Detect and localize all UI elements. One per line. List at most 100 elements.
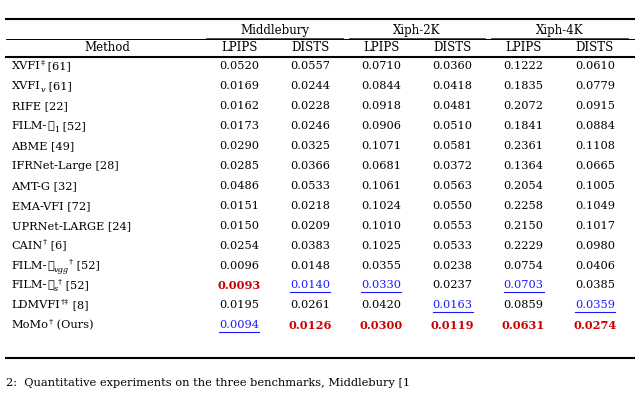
Text: 0.0209: 0.0209 xyxy=(291,221,330,231)
Text: 0.0420: 0.0420 xyxy=(362,300,401,310)
Text: 0.0094: 0.0094 xyxy=(219,320,259,330)
Text: 0.0093: 0.0093 xyxy=(218,280,260,291)
Text: ℒ: ℒ xyxy=(47,121,54,131)
Text: †: † xyxy=(69,257,73,265)
Text: 0.0246: 0.0246 xyxy=(291,121,330,131)
Text: Method: Method xyxy=(84,41,131,54)
Text: [61]: [61] xyxy=(44,61,71,71)
Text: 0.0163: 0.0163 xyxy=(433,300,472,310)
Text: 0.0510: 0.0510 xyxy=(433,121,472,131)
Text: 0.0150: 0.0150 xyxy=(219,221,259,231)
Text: LPIPS: LPIPS xyxy=(363,41,399,54)
Text: †: † xyxy=(43,238,47,246)
Text: 0.0237: 0.0237 xyxy=(433,280,472,290)
Text: 0.0359: 0.0359 xyxy=(575,300,615,310)
Text: 0.0325: 0.0325 xyxy=(291,141,330,151)
Text: 0.0563: 0.0563 xyxy=(433,181,472,191)
Text: 0.0140: 0.0140 xyxy=(291,280,330,290)
Text: 0.0290: 0.0290 xyxy=(219,141,259,151)
Text: 0.0096: 0.0096 xyxy=(219,261,259,271)
Text: †: † xyxy=(58,277,62,286)
Text: 0.0884: 0.0884 xyxy=(575,121,615,131)
Text: [61]: [61] xyxy=(45,81,72,91)
Text: RIFE [22]: RIFE [22] xyxy=(12,101,67,111)
Text: Middlebury: Middlebury xyxy=(240,24,309,36)
Text: 0.0703: 0.0703 xyxy=(504,280,544,290)
Text: LDMVFI: LDMVFI xyxy=(12,300,60,310)
Text: 0.1049: 0.1049 xyxy=(575,201,615,211)
Text: 0.0228: 0.0228 xyxy=(291,101,330,111)
Text: EMA-VFI [72]: EMA-VFI [72] xyxy=(12,201,90,211)
Text: vgg: vgg xyxy=(54,265,69,273)
Text: 0.0406: 0.0406 xyxy=(575,261,615,271)
Text: 0.2150: 0.2150 xyxy=(504,221,544,231)
Text: 0.1017: 0.1017 xyxy=(575,221,615,231)
Text: DISTS: DISTS xyxy=(291,41,330,54)
Text: 0.0366: 0.0366 xyxy=(291,161,330,171)
Text: 0.0553: 0.0553 xyxy=(433,221,472,231)
Text: [6]: [6] xyxy=(47,241,67,251)
Text: DISTS: DISTS xyxy=(433,41,472,54)
Text: DISTS: DISTS xyxy=(576,41,614,54)
Text: 0.0261: 0.0261 xyxy=(291,300,330,310)
Text: Xiph-2K: Xiph-2K xyxy=(393,24,441,36)
Text: FILM-: FILM- xyxy=(12,261,47,271)
Text: AMT-G [32]: AMT-G [32] xyxy=(12,181,77,191)
Text: 0.1364: 0.1364 xyxy=(504,161,544,171)
Text: †‡: †‡ xyxy=(60,298,68,306)
Text: IFRNet-Large [28]: IFRNet-Large [28] xyxy=(12,161,118,171)
Text: 0.2258: 0.2258 xyxy=(504,201,544,211)
Text: 0.1222: 0.1222 xyxy=(504,61,544,71)
Text: 0.0486: 0.0486 xyxy=(219,181,259,191)
Text: 0.2229: 0.2229 xyxy=(504,241,544,251)
Text: †: † xyxy=(49,317,52,325)
Text: XVFI: XVFI xyxy=(12,81,40,91)
Text: 0.0244: 0.0244 xyxy=(291,81,330,91)
Text: ‡: ‡ xyxy=(40,59,44,67)
Text: 0.0906: 0.0906 xyxy=(362,121,401,131)
Text: 0.1025: 0.1025 xyxy=(362,241,401,251)
Text: 0.0581: 0.0581 xyxy=(433,141,472,151)
Text: [52]: [52] xyxy=(73,261,100,271)
Text: FILM-: FILM- xyxy=(12,121,47,131)
Text: 0.0274: 0.0274 xyxy=(573,320,616,331)
Text: 0.1005: 0.1005 xyxy=(575,181,615,191)
Text: 1: 1 xyxy=(54,126,59,134)
Text: 0.0355: 0.0355 xyxy=(362,261,401,271)
Text: 0.1061: 0.1061 xyxy=(362,181,401,191)
Text: s: s xyxy=(54,286,58,294)
Text: 0.1024: 0.1024 xyxy=(362,201,401,211)
Text: ℒ: ℒ xyxy=(47,280,54,290)
Text: 0.0383: 0.0383 xyxy=(291,241,330,251)
Text: 0.0119: 0.0119 xyxy=(431,320,474,331)
Text: 0.0550: 0.0550 xyxy=(433,201,472,211)
Text: 0.0330: 0.0330 xyxy=(362,280,401,290)
Text: 0.1835: 0.1835 xyxy=(504,81,544,91)
Text: LPIPS: LPIPS xyxy=(221,41,257,54)
Text: 0.0859: 0.0859 xyxy=(504,300,544,310)
Text: 0.0481: 0.0481 xyxy=(433,101,472,111)
Text: 0.0162: 0.0162 xyxy=(219,101,259,111)
Text: 0.0844: 0.0844 xyxy=(362,81,401,91)
Text: UPRNet-LARGE [24]: UPRNet-LARGE [24] xyxy=(12,221,131,231)
Text: 0.0169: 0.0169 xyxy=(219,81,259,91)
Text: 0.0520: 0.0520 xyxy=(219,61,259,71)
Text: 0.2072: 0.2072 xyxy=(504,101,544,111)
Text: 0.0372: 0.0372 xyxy=(433,161,472,171)
Text: 2:  Quantitative experiments on the three benchmarks, Middlebury [1: 2: Quantitative experiments on the three… xyxy=(6,378,410,388)
Text: (Ours): (Ours) xyxy=(52,320,93,330)
Text: CAIN: CAIN xyxy=(12,241,43,251)
Text: 0.0557: 0.0557 xyxy=(291,61,330,71)
Text: [52]: [52] xyxy=(62,280,89,290)
Text: 0.2361: 0.2361 xyxy=(504,141,544,151)
Text: ABME [49]: ABME [49] xyxy=(12,141,75,151)
Text: 0.0610: 0.0610 xyxy=(575,61,615,71)
Text: 0.0360: 0.0360 xyxy=(433,61,472,71)
Text: XVFI: XVFI xyxy=(12,61,40,71)
Text: v: v xyxy=(40,86,45,94)
Text: 0.0285: 0.0285 xyxy=(219,161,259,171)
Text: 0.0754: 0.0754 xyxy=(504,261,544,271)
Text: 0.1841: 0.1841 xyxy=(504,121,544,131)
Text: [8]: [8] xyxy=(68,300,88,310)
Text: 0.0151: 0.0151 xyxy=(219,201,259,211)
